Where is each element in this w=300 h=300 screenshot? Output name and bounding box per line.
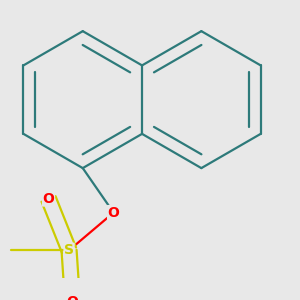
Text: S: S [64, 243, 74, 257]
Text: O: O [108, 206, 119, 220]
Text: O: O [43, 192, 55, 206]
Text: O: O [67, 295, 78, 300]
